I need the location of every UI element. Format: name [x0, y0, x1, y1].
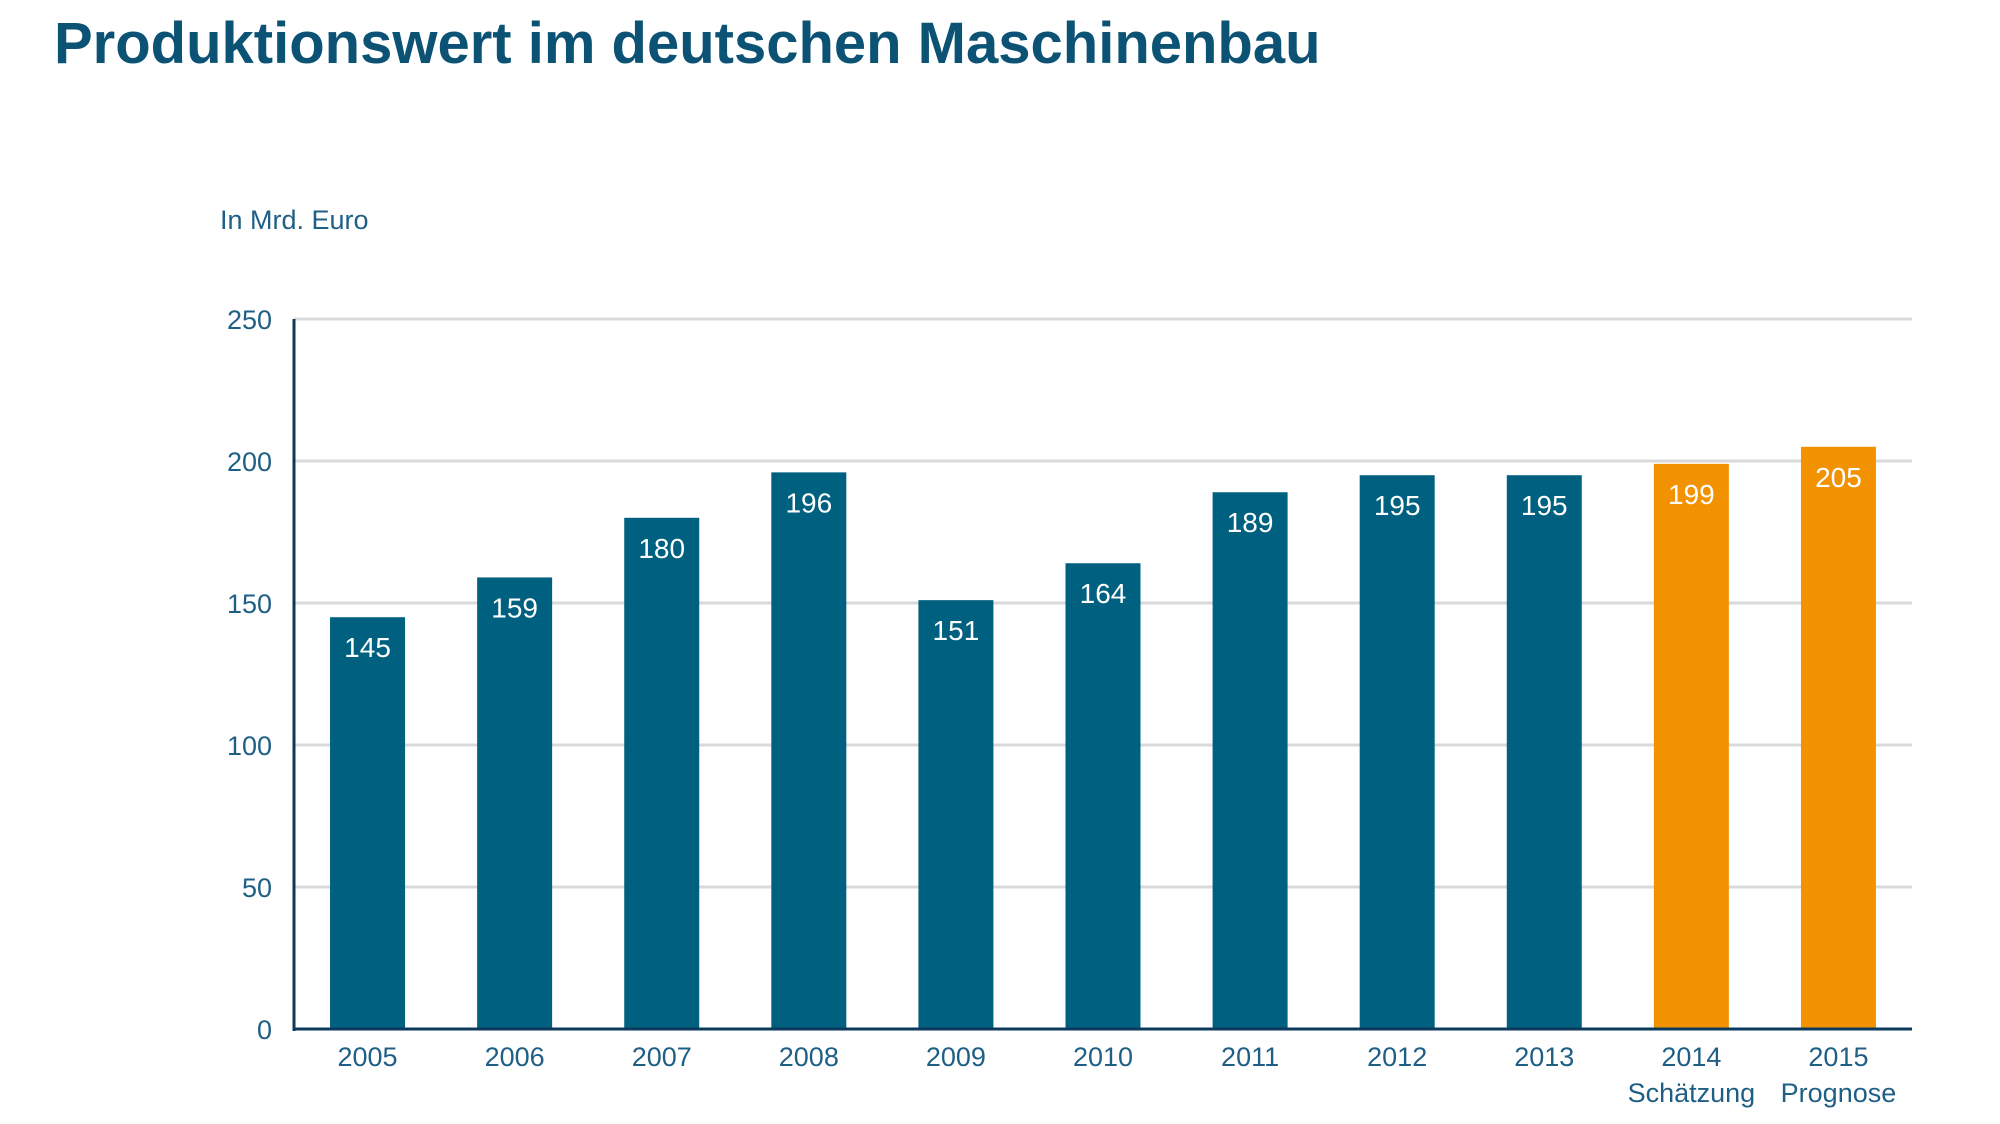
bar-value-label: 189 — [1227, 507, 1274, 538]
bar-value-label: 159 — [491, 592, 538, 623]
bar-value-label: 199 — [1668, 479, 1715, 510]
y-tick-labels: 0 50 100 150 200 250 — [227, 305, 272, 1045]
bar-value-label: 145 — [344, 632, 391, 663]
bar-2010 — [1065, 563, 1141, 1029]
x-tick-sublabel: Schätzung — [1628, 1078, 1756, 1108]
x-tick-label: 2013 — [1514, 1042, 1574, 1072]
axes — [292, 319, 1912, 1031]
bar-value-label: 205 — [1815, 462, 1862, 493]
x-tick-label: 2005 — [338, 1042, 398, 1072]
y-tick-label: 150 — [227, 589, 272, 619]
bar-value-label: 151 — [933, 615, 980, 646]
x-tick-label: 2011 — [1221, 1042, 1279, 1072]
bar-2007 — [624, 517, 700, 1029]
x-tick-label: 2014 — [1661, 1042, 1721, 1072]
x-tick-label: 2010 — [1073, 1042, 1133, 1072]
bar-value-labels: 145 159 180 196 151 164 189 195 195 199 205 — [344, 462, 1862, 663]
x-tick-label: 2006 — [485, 1042, 545, 1072]
bar-2005 — [330, 617, 406, 1029]
bar-value-label: 195 — [1374, 490, 1421, 521]
bar-2009 — [918, 600, 994, 1029]
x-tick-label: 2012 — [1367, 1042, 1427, 1072]
x-tick-label: 2007 — [632, 1042, 692, 1072]
y-tick-label: 50 — [242, 873, 272, 903]
y-tick-label: 100 — [227, 731, 272, 761]
bar-value-label: 196 — [785, 487, 832, 518]
x-tick-labels: 2005 2006 2007 2008 2009 2010 2011 2012 2013 2014… — [338, 1042, 1897, 1108]
bar-2008 — [771, 472, 847, 1029]
y-tick-label: 200 — [227, 447, 272, 477]
bar-2011 — [1212, 492, 1288, 1029]
x-tick-sublabel: Prognose — [1781, 1078, 1897, 1108]
y-tick-label: 0 — [257, 1015, 272, 1045]
bars — [330, 446, 1876, 1030]
bar-value-label: 180 — [638, 533, 685, 564]
bar-2012 — [1359, 475, 1435, 1029]
bar-value-label: 195 — [1521, 490, 1568, 521]
bar-value-label: 164 — [1080, 578, 1127, 609]
x-tick-label: 2008 — [779, 1042, 839, 1072]
y-axis-unit-label: In Mrd. Euro — [220, 205, 369, 235]
x-tick-label: 2015 — [1808, 1042, 1868, 1072]
bar-2006 — [477, 577, 553, 1029]
y-tick-label: 250 — [227, 305, 272, 335]
x-tick-label: 2009 — [926, 1042, 986, 1072]
bar-2014 — [1653, 463, 1729, 1030]
bar-2015 — [1800, 446, 1876, 1029]
bar-2013 — [1506, 475, 1582, 1029]
chart-title: Produktionswert im deutschen Maschinenba… — [54, 11, 1321, 76]
